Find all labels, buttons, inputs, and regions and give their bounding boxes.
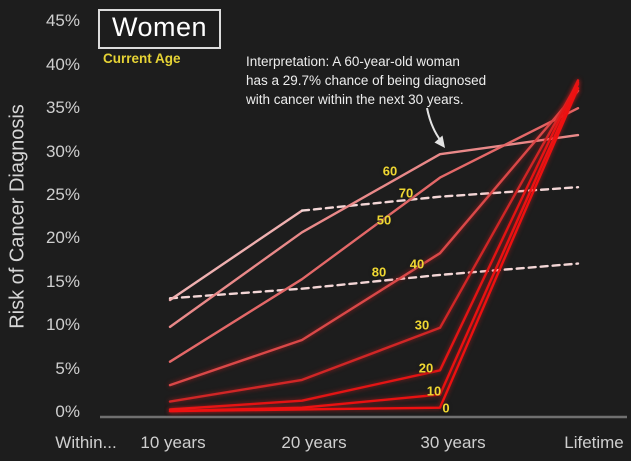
annotation-arrow-head: [434, 135, 445, 148]
age-line-label-30: 30: [414, 317, 430, 333]
annotation-line-2: has a 29.7% chance of being diagnosed: [246, 73, 487, 88]
interpretation-annotation: Interpretation: A 60-year-old woman has …: [246, 52, 486, 109]
risk-line-age-40: [168, 89, 580, 387]
age-line-label-60: 60: [382, 163, 398, 179]
risk-line-age-50: [168, 106, 580, 363]
y-tick-30pct: 30%: [45, 141, 80, 161]
y-tick-35pct: 35%: [45, 98, 80, 118]
risk-line-age-0: [168, 86, 580, 413]
y-tick-45pct: 45%: [45, 11, 80, 31]
age-line-label-80: 80: [371, 264, 387, 280]
annotation-line-3: with cancer within the next 30 years.: [246, 92, 464, 107]
risk-line-age-70-solid: [168, 209, 304, 302]
x-tick-30-years: 30 years: [420, 433, 486, 452]
risk-line-age-30: [168, 80, 580, 403]
x-tick-10-years: 10 years: [140, 433, 206, 452]
chart-title-box: Women: [98, 9, 222, 49]
y-tick-10pct: 10%: [45, 315, 80, 335]
y-tick-0pct: 0%: [55, 402, 80, 421]
risk-line-age-10: [168, 82, 580, 413]
risk-line-age-20: [168, 79, 580, 411]
current-age-legend-label: Current Age: [103, 51, 181, 66]
age-line-label-70: 70: [398, 185, 414, 201]
age-line-label-20: 20: [418, 360, 434, 376]
x-tick-lifetime: Lifetime: [564, 433, 624, 452]
x-tick-within-: Within...: [55, 433, 117, 452]
annotation-arrow-shaft: [426, 107, 442, 142]
chart-title: Women: [112, 12, 208, 42]
risk-line-age-80: [168, 262, 580, 300]
age-line-label-10: 10: [426, 383, 442, 399]
x-tick-20-years: 20 years: [281, 433, 347, 452]
y-tick-5pct: 5%: [55, 358, 80, 378]
risk-line-age-60: [168, 133, 580, 329]
age-line-label-0: 0: [442, 400, 450, 416]
y-tick-15pct: 15%: [45, 271, 80, 291]
age-line-label-50: 50: [376, 212, 392, 228]
annotation-line-1: Interpretation: A 60-year-old woman: [246, 54, 460, 69]
y-axis-title: Risk of Cancer Diagnosis: [6, 104, 29, 329]
risk-line-age-70-dashed: [300, 185, 580, 212]
y-tick-40pct: 40%: [45, 54, 80, 74]
y-tick-20pct: 20%: [45, 228, 80, 248]
y-tick-25pct: 25%: [45, 185, 80, 204]
age-line-label-40: 40: [409, 256, 425, 272]
